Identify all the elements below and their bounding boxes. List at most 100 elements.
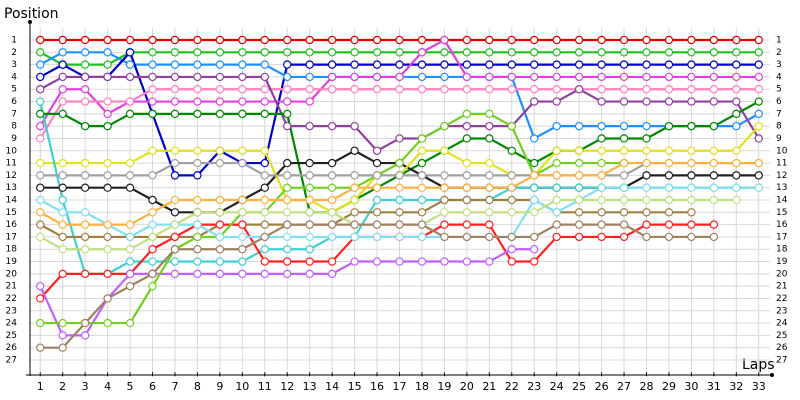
point <box>732 35 741 45</box>
point <box>193 60 202 69</box>
point <box>597 134 606 143</box>
point <box>170 269 180 279</box>
point <box>574 146 584 155</box>
point <box>103 220 112 229</box>
point <box>709 220 719 229</box>
point <box>327 195 337 205</box>
point <box>170 72 180 82</box>
point <box>597 60 606 69</box>
point <box>215 72 225 82</box>
point <box>125 232 135 242</box>
point <box>305 257 314 266</box>
x-tick-label: 17 <box>393 380 407 393</box>
point <box>619 158 629 168</box>
point <box>417 48 427 57</box>
point <box>170 146 180 155</box>
point <box>642 158 651 168</box>
point <box>619 121 629 131</box>
point <box>552 85 561 94</box>
point <box>642 220 651 229</box>
point <box>372 232 382 242</box>
point <box>215 85 225 94</box>
point <box>395 195 404 205</box>
point <box>597 85 606 94</box>
point <box>305 158 314 168</box>
y-tick-label-right: 26 <box>776 343 788 353</box>
point <box>462 35 472 45</box>
point <box>283 158 292 168</box>
point <box>687 60 696 69</box>
point <box>530 183 539 192</box>
point <box>125 109 135 119</box>
y-tick-label: 23 <box>6 306 17 316</box>
y-tick-label-right: 23 <box>776 306 787 316</box>
point <box>462 158 472 168</box>
point <box>238 245 247 254</box>
point <box>260 48 269 57</box>
point <box>530 48 539 57</box>
point <box>642 121 651 131</box>
point <box>58 183 67 192</box>
point <box>417 220 427 229</box>
point <box>709 146 719 155</box>
point <box>36 85 45 94</box>
point <box>125 318 135 328</box>
point <box>350 121 359 131</box>
point <box>619 183 629 192</box>
point <box>103 318 112 328</box>
point <box>417 158 427 168</box>
point <box>215 208 225 217</box>
x-tick-label: 26 <box>595 380 609 393</box>
point <box>619 72 629 82</box>
point <box>193 35 202 45</box>
point <box>462 195 472 205</box>
x-tick-label: 21 <box>482 380 496 393</box>
point <box>36 195 45 205</box>
point <box>642 195 651 205</box>
point <box>462 208 472 217</box>
point <box>103 109 112 119</box>
point <box>36 232 45 242</box>
point <box>417 183 427 192</box>
point <box>372 257 382 266</box>
point <box>238 257 247 266</box>
point <box>215 35 225 45</box>
x-tick-label: 6 <box>149 380 156 393</box>
point <box>103 232 112 242</box>
point <box>305 245 314 254</box>
point <box>238 60 247 69</box>
x-tick-label: 8 <box>194 380 201 393</box>
point <box>664 195 674 205</box>
y-axis-label: Position <box>4 6 59 22</box>
point <box>485 220 494 229</box>
point <box>125 281 135 291</box>
point <box>372 195 382 205</box>
point <box>36 97 45 106</box>
point <box>462 257 472 266</box>
point <box>260 232 269 242</box>
point <box>80 158 90 168</box>
point <box>709 195 719 205</box>
point <box>687 72 696 82</box>
point <box>170 195 180 205</box>
point <box>485 134 494 143</box>
x-tick-label: 24 <box>550 380 564 393</box>
point <box>709 232 719 242</box>
point <box>170 109 180 119</box>
point <box>80 245 90 254</box>
y-tick-label: 11 <box>6 159 17 169</box>
point <box>238 208 247 217</box>
x-tick-label: 15 <box>348 380 362 393</box>
y-tick-label: 19 <box>6 257 18 267</box>
y-tick-label: 7 <box>11 109 17 119</box>
point <box>260 208 269 217</box>
point <box>193 109 202 119</box>
point <box>574 60 584 69</box>
point <box>485 109 494 119</box>
point <box>36 72 45 82</box>
point <box>462 183 472 192</box>
y-tick-label-right: 20 <box>776 269 788 279</box>
point <box>462 109 472 119</box>
point <box>754 183 763 192</box>
point <box>440 171 449 180</box>
